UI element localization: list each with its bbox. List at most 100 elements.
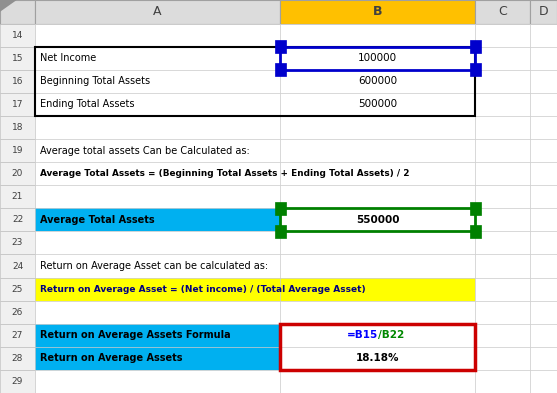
Bar [35, 277, 280, 301]
Bar [0, 93, 35, 116]
Bar [35, 347, 280, 370]
Bar [35, 162, 280, 185]
Bar [280, 324, 475, 347]
Bar [0, 185, 35, 208]
Bar [475, 255, 530, 277]
Bar [530, 208, 557, 231]
Bar [0, 24, 35, 47]
Bar [280, 185, 475, 208]
Bar [35, 93, 280, 116]
Bar [35, 47, 280, 70]
Bar [475, 185, 530, 208]
Bar [475, 116, 530, 139]
Bar [35, 301, 280, 324]
Bar [0, 116, 35, 139]
Bar [280, 277, 475, 301]
Bar [0, 277, 35, 301]
Bar [280, 301, 475, 324]
Text: 21: 21 [12, 192, 23, 201]
Text: Beginning Total Assets: Beginning Total Assets [40, 76, 150, 86]
Bar [0, 255, 35, 277]
Text: =B15: =B15 [347, 330, 378, 340]
Text: Return on Average Assets Formula: Return on Average Assets Formula [40, 330, 230, 340]
Bar [280, 208, 475, 231]
Bar [35, 231, 280, 255]
Text: 19: 19 [12, 146, 23, 155]
Bar [280, 139, 475, 162]
Bar [280, 324, 475, 370]
Bar [280, 208, 475, 231]
Bar [0, 231, 35, 255]
Text: 18.18%: 18.18% [356, 353, 399, 364]
Bar [0, 208, 35, 231]
Bar [35, 185, 280, 208]
Bar [275, 225, 286, 238]
Bar [530, 324, 557, 347]
Bar [280, 47, 475, 70]
Bar [475, 301, 530, 324]
Text: 20: 20 [12, 169, 23, 178]
Bar [530, 301, 557, 324]
Bar [0, 370, 35, 393]
Text: Net Income: Net Income [40, 53, 96, 63]
Bar [470, 225, 481, 238]
Text: A: A [153, 5, 162, 18]
Bar [475, 208, 530, 231]
Bar [475, 0, 530, 24]
Bar [475, 347, 530, 370]
Text: 18: 18 [12, 123, 23, 132]
Bar [35, 324, 280, 347]
Text: 550000: 550000 [356, 215, 399, 225]
Text: 25: 25 [12, 285, 23, 294]
Bar [0, 324, 35, 347]
Bar [530, 347, 557, 370]
Bar [530, 24, 557, 47]
Bar [530, 47, 557, 70]
Bar [35, 0, 280, 24]
Bar [0, 301, 35, 324]
Text: 16: 16 [12, 77, 23, 86]
Bar [35, 255, 280, 277]
Bar [35, 370, 280, 393]
Bar [475, 47, 530, 70]
Bar [470, 63, 481, 76]
Bar [0, 70, 35, 93]
Text: C: C [499, 5, 507, 18]
Text: 28: 28 [12, 354, 23, 363]
Text: B: B [373, 5, 383, 18]
Bar [0, 47, 35, 70]
Bar [35, 208, 280, 231]
Bar [280, 116, 475, 139]
Text: 24: 24 [12, 261, 23, 270]
Bar [275, 40, 286, 53]
Bar [470, 40, 481, 53]
Bar [275, 63, 286, 76]
Text: 15: 15 [12, 54, 23, 63]
Text: 14: 14 [12, 31, 23, 40]
Bar [280, 162, 475, 185]
Text: 17: 17 [12, 100, 23, 109]
Bar [35, 139, 280, 162]
Text: Return on Average Asset = (Net income) / (Total Average Asset): Return on Average Asset = (Net income) /… [40, 285, 365, 294]
Bar [280, 24, 475, 47]
Bar [530, 370, 557, 393]
Bar [280, 370, 475, 393]
Bar [475, 231, 530, 255]
Bar [530, 139, 557, 162]
Bar [35, 116, 280, 139]
Text: 500000: 500000 [358, 99, 397, 109]
Bar [530, 70, 557, 93]
Bar [475, 324, 530, 347]
Bar [280, 255, 475, 277]
Text: Average Total Assets = (Beginning Total Assets + Ending Total Assets) / 2: Average Total Assets = (Beginning Total … [40, 169, 409, 178]
Bar [530, 93, 557, 116]
Bar [280, 70, 475, 93]
Text: 22: 22 [12, 215, 23, 224]
Text: /B22: /B22 [378, 330, 404, 340]
Bar [475, 93, 530, 116]
Bar [530, 162, 557, 185]
Bar [475, 139, 530, 162]
Bar [280, 231, 475, 255]
Text: Average Total Assets: Average Total Assets [40, 215, 154, 225]
Bar [280, 347, 475, 370]
